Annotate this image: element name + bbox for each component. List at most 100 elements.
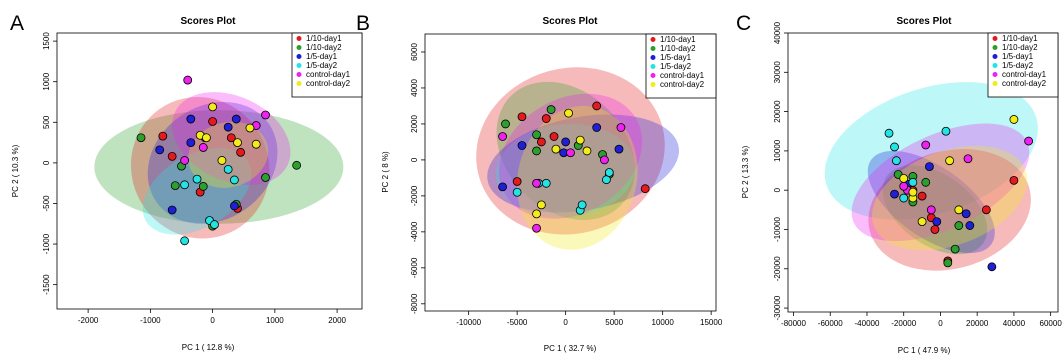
legend-box [987,32,1059,98]
legend-entry: 1/10-day1 [1002,34,1038,43]
legend-entry: 1/5-day2 [306,61,338,70]
x-tick-label: 10000 [652,318,675,327]
data-point [223,164,233,174]
series-control-day2 [532,108,592,219]
data-point [186,138,196,147]
data-point [890,142,899,152]
data-point [561,137,571,147]
data-point [236,147,246,157]
panel-letter: C [736,12,751,35]
data-point [616,123,626,132]
data-point [1009,175,1019,185]
data-point [917,191,927,201]
x-tick-label: -40000 [855,319,880,328]
legend-entry: control-day1 [660,71,705,80]
ellipse-control-day1 [851,123,1030,242]
x-axis-label: PC 1 ( 12.8 %) [182,343,235,352]
data-point [963,154,973,164]
legend-entry: 1/10-day2 [1002,43,1038,52]
data-point [517,141,527,150]
y-tick-label: -1500 [42,274,51,295]
data-point [575,135,585,145]
panel-a: A Scores Plot -2000 -1000 0 1000 2000 -1500 -100… [10,12,363,352]
ellipse-control-day2 [516,105,638,250]
legend-marker [296,81,302,86]
data-point [226,133,236,143]
legend-entry: control-day1 [1002,70,1047,79]
y-tick-label: 1000 [42,72,51,90]
legend-marker [992,63,998,68]
data-point [261,110,270,120]
legend-entry: 1/5-day2 [660,62,692,71]
data-point [198,182,208,191]
data-point [954,205,964,215]
data-point [965,221,975,230]
legend-marker [650,37,656,42]
legend-marker [296,36,302,41]
data-point [640,184,650,194]
legend-entry: control-day2 [306,79,351,88]
data-point [155,145,165,155]
x-tick-label: 0 [938,319,943,328]
y-tick-label: 0 [410,157,419,162]
data-point [930,225,940,234]
ellipse-1-10-day1 [868,149,1031,271]
data-point [532,130,541,140]
legend: 1/10-day11/10-day21/5-day11/5-day2contro… [645,33,717,99]
data-point [532,146,541,156]
legend-entry: control-day1 [306,70,351,79]
x-tick-label: 5000 [605,318,623,327]
panel-b: B Scores Plot -10000 -5000 0 5000 10000 15000 -8… [356,12,723,353]
legend-marker [650,55,656,60]
data-point [251,139,261,149]
ellipse-1-5-day2 [495,123,636,218]
data-point [512,187,522,197]
data-point [245,123,255,133]
data-point [541,114,551,123]
data-point [921,177,931,187]
legend-marker [296,54,302,59]
data-point [926,205,936,215]
y-tick-label: -6000 [410,257,419,278]
data-point [564,108,573,118]
data-point [208,102,218,112]
y-tick-label: 500 [42,115,51,129]
ellipse-1-10-day2 [94,110,344,224]
data-point [229,201,239,211]
legend-entry: 1/10-day1 [306,34,342,43]
x-tick-label: 1000 [266,316,284,325]
data-point [292,160,302,170]
data-point [921,140,931,150]
data-point [546,105,556,114]
panel-letter: B [356,12,370,35]
series-1-5-day2 [180,164,239,246]
data-point [498,132,508,141]
plot-frame [424,33,717,312]
data-point [890,189,899,199]
legend-marker [296,45,302,50]
data-point [167,205,177,215]
data-point [932,217,942,227]
y-axis-label: PC 2 ( 13.3 %) [741,145,750,198]
y-tick-label: 1500 [42,32,51,50]
data-point [551,144,561,154]
x-tick-label: 0 [210,316,215,325]
legend-marker [992,45,998,50]
series-control-day1 [498,123,626,233]
legend-entry: 1/10-day1 [660,35,696,44]
ellipse-1-5-day2 [824,82,1038,220]
data-point [180,236,190,246]
data-point [1024,136,1034,146]
y-tick-label: -500 [42,195,51,212]
x-tick-label: -10000 [456,318,481,327]
legend-marker [296,63,302,68]
data-point [592,101,602,111]
y-tick-label: -2000 [410,185,419,206]
data-point [891,156,901,166]
y-tick-label: -1000 [42,233,51,254]
data-point [582,146,592,156]
data-point [908,177,918,187]
legend-entry: 1/10-day2 [660,44,696,53]
data-point [201,133,211,143]
data-point [954,221,964,230]
